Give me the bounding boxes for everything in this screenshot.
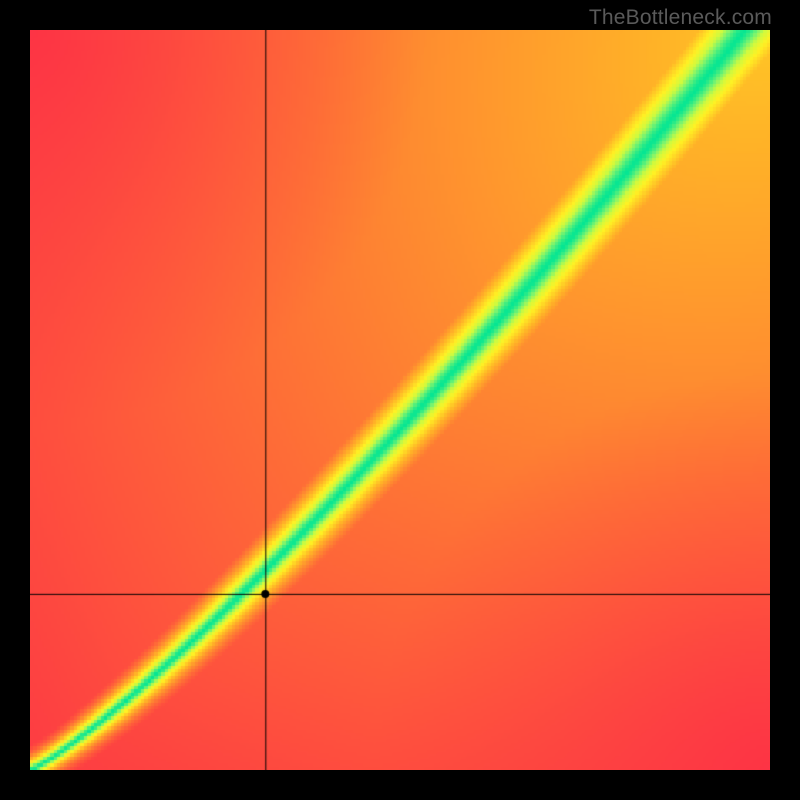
bottleneck-heatmap <box>30 30 770 770</box>
heatmap-canvas <box>30 30 770 770</box>
watermark-text: TheBottleneck.com <box>589 6 772 30</box>
